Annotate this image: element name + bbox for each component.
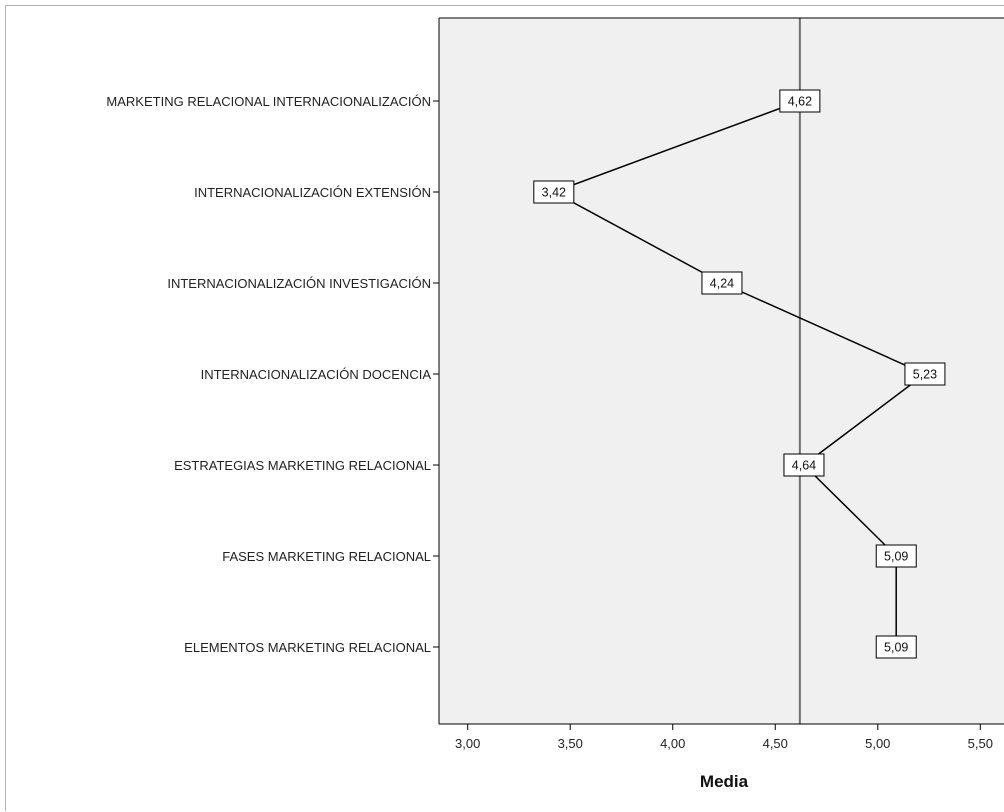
data-point: 5,09	[875, 635, 917, 659]
category-label: FASES MARKETING RELACIONAL	[222, 549, 431, 564]
data-label-box	[783, 453, 825, 477]
x-tick-label: 5,50	[968, 736, 993, 751]
x-axis-title: Media	[700, 772, 749, 791]
category-label: INTERNACIONALIZACIÓN DOCENCIA	[201, 367, 432, 382]
data-point: 4,64	[783, 453, 825, 477]
chart-canvas: 3,00 3,50 4,00 4,50 5,00 5,50 MARKETING RELACI…	[106, 17, 1004, 791]
data-label: 4,62	[788, 95, 812, 109]
data-label: 5,23	[913, 368, 937, 382]
category-label: INTERNACIONALIZACIÓN EXTENSIÓN	[194, 185, 431, 200]
chart-frame: 3,00 3,50 4,00 4,50 5,00 5,50 MARKETING RELACI…	[5, 5, 1004, 811]
data-label: 5,09	[884, 550, 908, 564]
x-tick-label: 3,50	[558, 736, 583, 751]
data-label-box	[701, 271, 743, 295]
data-label-box	[533, 180, 575, 204]
data-label: 4,24	[710, 277, 734, 291]
data-label-box	[779, 89, 821, 113]
data-point: 5,23	[904, 362, 946, 386]
category-label: INTERNACIONALIZACIÓN INVESTIGACIÓN	[167, 276, 431, 291]
data-point: 5,09	[875, 544, 917, 568]
category-label: ESTRATEGIAS MARKETING RELACIONAL	[174, 458, 431, 473]
category-label: MARKETING RELACIONAL INTERNACIONALIZACIÓ…	[106, 94, 431, 109]
x-tick-label: 4,50	[763, 736, 788, 751]
data-label: 4,64	[792, 459, 816, 473]
data-point: 4,24	[701, 271, 743, 295]
data-point: 3,42	[533, 180, 575, 204]
data-point: 4,62	[779, 89, 821, 113]
x-tick-label: 4,00	[660, 736, 685, 751]
data-label-box	[875, 544, 917, 568]
data-label: 5,09	[884, 641, 908, 655]
x-tick-label: 3,00	[455, 736, 480, 751]
data-label: 3,42	[542, 186, 566, 200]
category-label: ELEMENTOS MARKETING RELACIONAL	[184, 640, 431, 655]
data-label-box	[875, 635, 917, 659]
data-label-box	[904, 362, 946, 386]
x-tick-label: 5,00	[865, 736, 890, 751]
